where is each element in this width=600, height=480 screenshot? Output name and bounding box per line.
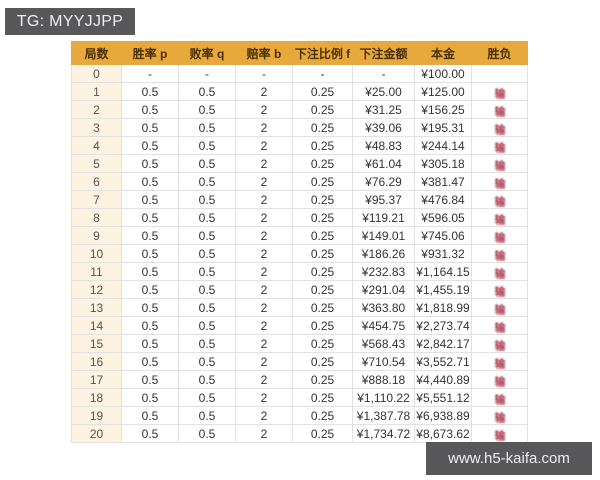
svg-text:输: 输 (494, 392, 505, 406)
svg-text:输: 输 (494, 158, 505, 172)
svg-text:输: 输 (494, 284, 505, 298)
svg-text:输: 输 (494, 410, 505, 424)
svg-text:输: 输 (494, 374, 505, 388)
svg-text:输: 输 (494, 104, 505, 118)
svg-text:输: 输 (494, 320, 505, 334)
svg-text:输: 输 (494, 230, 505, 244)
svg-text:输: 输 (494, 140, 505, 154)
svg-text:输: 输 (494, 356, 505, 370)
svg-text:输: 输 (494, 194, 505, 208)
svg-text:输: 输 (494, 266, 505, 280)
svg-text:输: 输 (494, 212, 505, 226)
svg-text:输: 输 (494, 428, 505, 442)
svg-text:输: 输 (494, 248, 505, 262)
svg-text:输: 输 (494, 338, 505, 352)
svg-text:输: 输 (494, 176, 505, 190)
svg-text:输: 输 (494, 122, 505, 136)
svg-text:输: 输 (494, 86, 505, 100)
svg-text:输: 输 (494, 302, 505, 316)
